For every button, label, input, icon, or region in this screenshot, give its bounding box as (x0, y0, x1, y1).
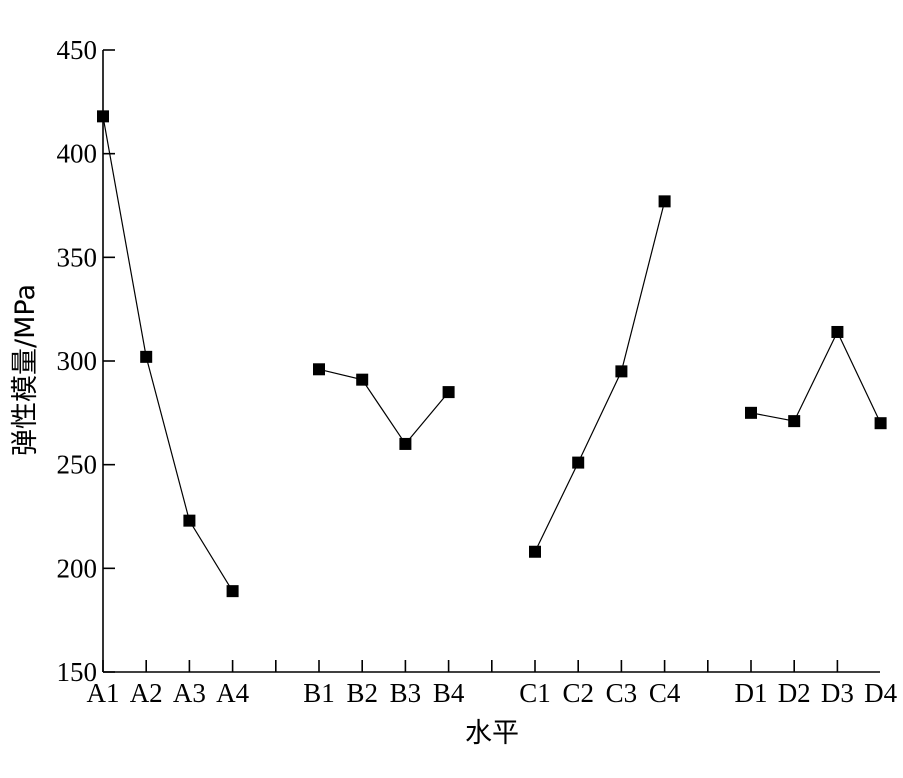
x-tick-label: A1 (87, 678, 120, 708)
series-line-A (102, 116, 234, 592)
y-tick-label: 300 (57, 346, 98, 376)
data-point-D4 (874, 417, 887, 430)
series-line-D (750, 330, 882, 424)
x-tick-label: A2 (130, 678, 163, 708)
data-point-B1 (313, 363, 325, 376)
data-point-A3 (183, 514, 196, 527)
x-tick-label: D3 (821, 678, 854, 708)
x-axis-title: 水平 (465, 718, 519, 749)
y-tick-label: 150 (57, 657, 98, 687)
x-ticks: A1 A2 A3 A4 B1 B2 B3 B4 C1 C2 C3 C4 D1 D2 D3 D4 (87, 660, 898, 708)
x-tick-label: D1 (735, 678, 768, 708)
data-point-D1 (745, 406, 757, 419)
series-line-B (318, 368, 450, 445)
data-point-A4 (226, 585, 239, 598)
x-tick-label: C4 (649, 678, 681, 708)
data-point-C2 (572, 456, 585, 469)
x-tick-label: C3 (606, 678, 638, 708)
data-point-B2 (356, 373, 369, 386)
data-point-A1 (97, 110, 109, 123)
axes (102, 50, 880, 673)
x-tick-label: C1 (519, 678, 551, 708)
y-tick-label: 350 (57, 242, 98, 272)
y-ticks: 150 200 250 300 350 400 450 (57, 35, 115, 687)
y-tick-label: 400 (57, 139, 98, 169)
series (97, 110, 887, 598)
data-point-D3 (831, 325, 844, 338)
x-tick-label: A4 (216, 678, 249, 708)
series-line-C (534, 201, 666, 553)
data-point-A2 (140, 350, 153, 363)
x-tick-label: B1 (303, 678, 335, 708)
y-axis-title: 弹性模量/MPa (10, 284, 41, 456)
data-point-C4 (658, 195, 671, 208)
y-tick-label: 200 (57, 553, 98, 583)
x-tick-label: D4 (864, 678, 897, 708)
y-tick-label: 450 (57, 35, 98, 65)
data-point-C1 (529, 545, 541, 558)
x-tick-label: C2 (562, 678, 594, 708)
y-tick-label: 250 (57, 450, 98, 480)
data-point-B3 (399, 437, 412, 450)
x-tick-label: D2 (778, 678, 811, 708)
x-tick-label: A3 (173, 678, 206, 708)
x-tick-label: B4 (433, 678, 465, 708)
data-point-C3 (615, 365, 628, 378)
x-tick-label: B2 (346, 678, 378, 708)
x-tick-label: B3 (390, 678, 422, 708)
data-point-B4 (442, 386, 455, 399)
data-point-D2 (788, 415, 801, 428)
